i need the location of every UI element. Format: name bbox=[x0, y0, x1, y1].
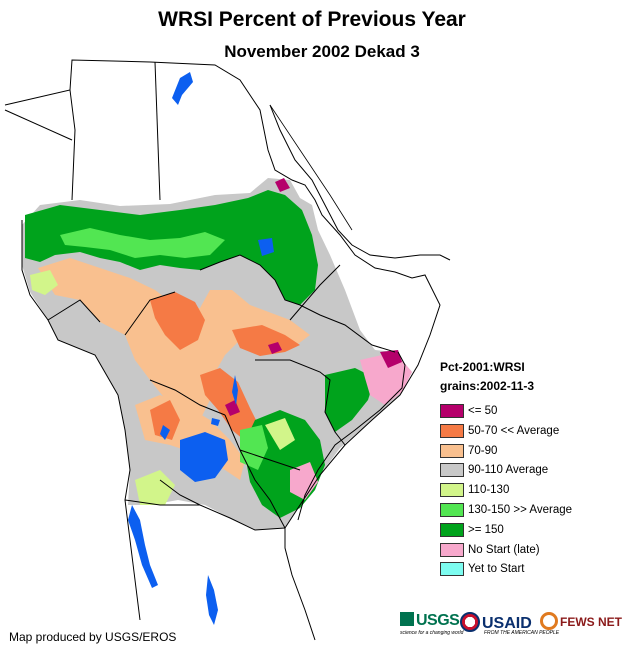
usgs-logo-text: USGS bbox=[416, 612, 460, 629]
lake-nasser bbox=[172, 72, 193, 105]
legend-item: >= 150 bbox=[440, 521, 504, 539]
legend-item: 50-70 << Average bbox=[440, 422, 559, 440]
usgs-mark-icon bbox=[400, 612, 414, 626]
usaid-seal-icon bbox=[460, 612, 480, 632]
lake-tanganyika bbox=[128, 505, 158, 588]
legend-heading-dataset: Pct-2001:WRSI bbox=[440, 360, 525, 374]
legend-item: 130-150 >> Average bbox=[440, 501, 572, 519]
region-110-130-east-b bbox=[265, 418, 295, 450]
legend-label: 130-150 >> Average bbox=[468, 504, 573, 516]
legend-label: >= 150 bbox=[468, 523, 504, 536]
country-borders bbox=[4, 59, 441, 641]
lake-albert bbox=[160, 425, 170, 440]
legend-label: <= 50 bbox=[468, 405, 498, 417]
legend-item: 90-110 Average bbox=[440, 461, 548, 479]
legend-swatch bbox=[440, 542, 464, 557]
region-130-150-north bbox=[60, 228, 225, 258]
legend-swatch bbox=[440, 522, 464, 537]
legend-item: <= 50 bbox=[440, 402, 497, 420]
fews-net-ring-icon bbox=[540, 612, 558, 630]
region-50-70-d bbox=[150, 400, 180, 440]
usaid-logo[interactable]: USAID bbox=[460, 612, 532, 633]
region-somalia-nostart-b bbox=[290, 462, 318, 500]
legend-swatch bbox=[440, 463, 464, 478]
lake-turkana bbox=[232, 375, 238, 405]
region-110-130-north bbox=[30, 270, 58, 295]
lake-malawi bbox=[206, 575, 218, 625]
map-credit: Map produced by USGS/EROS bbox=[9, 630, 177, 644]
map-subtitle: November 2002 Dekad 3 bbox=[224, 42, 420, 61]
region-130-150-east bbox=[240, 425, 268, 470]
legend-item: Yet to Start bbox=[440, 560, 524, 578]
region-50-70-a bbox=[150, 292, 205, 350]
legend: Pct-2001:WRSI grains:2002-11-3 <= 50 50-7… bbox=[440, 358, 572, 577]
legend-swatch bbox=[440, 404, 464, 418]
legend-label: 70-90 bbox=[468, 444, 498, 457]
usgs-tagline: science for a changing world bbox=[400, 630, 464, 636]
usgs-logo[interactable]: USGS bbox=[400, 612, 460, 630]
legend-label: No Start (late) bbox=[468, 543, 540, 556]
red-sea-outline bbox=[269, 104, 353, 231]
legend-label: 110-130 bbox=[468, 484, 510, 497]
region-somalia-green bbox=[325, 368, 375, 432]
legend-label: 50-70 << Average bbox=[468, 424, 560, 437]
lake-kyoga bbox=[211, 418, 220, 426]
legend-item: 110-130 bbox=[440, 481, 509, 499]
region-70-90-sudan bbox=[38, 258, 310, 440]
legend-item: 70-90 bbox=[440, 442, 497, 460]
legend-label: Yet to Start bbox=[468, 563, 525, 576]
legend-swatch bbox=[440, 423, 464, 438]
coastlines bbox=[269, 104, 451, 521]
usaid-tagline: FROM THE AMERICAN PEOPLE bbox=[484, 630, 560, 636]
region-50-70-c bbox=[232, 325, 300, 356]
map-title: WRSI Percent of Previous Year bbox=[158, 8, 466, 31]
lake-victoria bbox=[180, 432, 228, 482]
region-low-b bbox=[268, 342, 282, 354]
region-low-a bbox=[225, 400, 240, 416]
usaid-logo-text: USAID bbox=[482, 615, 532, 632]
fews-net-logo-text: FEWS NET bbox=[560, 615, 622, 629]
legend-item: No Start (late) bbox=[440, 541, 540, 559]
legend-heading-date: grains:2002-11-3 bbox=[440, 379, 535, 393]
legend-swatch bbox=[440, 443, 464, 458]
legend-swatch bbox=[440, 503, 464, 517]
legend-swatch bbox=[440, 483, 464, 498]
region-somalia-low bbox=[380, 350, 402, 368]
legend-swatch bbox=[440, 562, 464, 577]
region-110-130-east bbox=[135, 470, 175, 505]
lakes bbox=[128, 72, 274, 625]
legend-label: 90-110 Average bbox=[468, 464, 549, 477]
region-low-c bbox=[275, 178, 290, 192]
lake-tana bbox=[258, 238, 274, 256]
region-somalia-nostart bbox=[360, 352, 412, 405]
fews-net-logo[interactable]: FEWS NET bbox=[540, 612, 622, 630]
